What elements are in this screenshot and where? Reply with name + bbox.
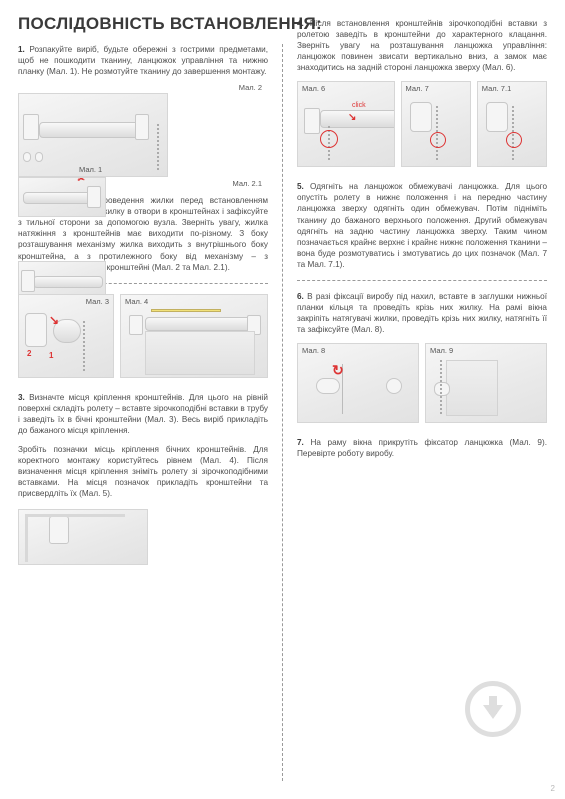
step-1: 1. Розпакуйте виріб, будьте обережні з г… <box>18 44 268 77</box>
fig-label-mal3: Мал. 3 <box>86 297 109 306</box>
left-column: 1. Розпакуйте виріб, будьте обережні з г… <box>18 44 268 781</box>
figure-mal1: Мал. 1 <box>18 93 168 177</box>
fig-label-mal4: Мал. 4 <box>125 297 148 306</box>
fig-label-mal21: Мал. 2.1 <box>233 179 262 188</box>
step-3b: Зробіть позначки місць кріплення бічних … <box>18 444 268 499</box>
section-divider-right <box>297 280 547 281</box>
figure-mal8: Мал. 8 ↻ <box>297 343 419 423</box>
fig-label-mal2: Мал. 2 <box>239 83 262 92</box>
step-5: 5. Одягніть на ланцюжок обмежувачі ланцю… <box>297 181 547 270</box>
fig-label-mal7: Мал. 7 <box>406 84 429 93</box>
figure-mal3: Мал. 3 ↘ 2 1 <box>18 294 114 378</box>
right-column: 4. Після встановлення кронштейнів зірочк… <box>297 44 547 781</box>
fig-label-mal9: Мал. 9 <box>430 346 453 355</box>
figure-mal71: Мал. 7.1 <box>477 81 547 167</box>
step-4: 4. Після встановлення кронштейнів зірочк… <box>297 18 547 73</box>
figure-mal6: Мал. 6 click ↘ <box>297 81 395 167</box>
figure-mal5 <box>18 509 148 565</box>
figure-mal7: Мал. 7 <box>401 81 471 167</box>
figure-mal9: Мал. 9 <box>425 343 547 423</box>
click-hint: click <box>352 102 366 109</box>
fig-label-mal6: Мал. 6 <box>302 84 325 93</box>
step-7: 7. На раму вікна прикрутіть фіксатор лан… <box>297 437 547 459</box>
step-6: 6. В разі фіксації виробу під нахил, вст… <box>297 291 547 335</box>
fig-label-mal1: Мал. 1 <box>79 165 102 174</box>
fig-label-mal8: Мал. 8 <box>302 346 325 355</box>
page-number: 2 <box>551 784 555 793</box>
figure-mal4: Мал. 4 <box>120 294 268 378</box>
watermark-icon <box>465 681 521 737</box>
column-divider <box>282 44 283 781</box>
step-3a: 3. Визначте місця кріплення кронштейнів.… <box>18 392 268 436</box>
fig-label-mal71: Мал. 7.1 <box>482 84 511 93</box>
figure-mal2: ✂ <box>18 177 106 217</box>
